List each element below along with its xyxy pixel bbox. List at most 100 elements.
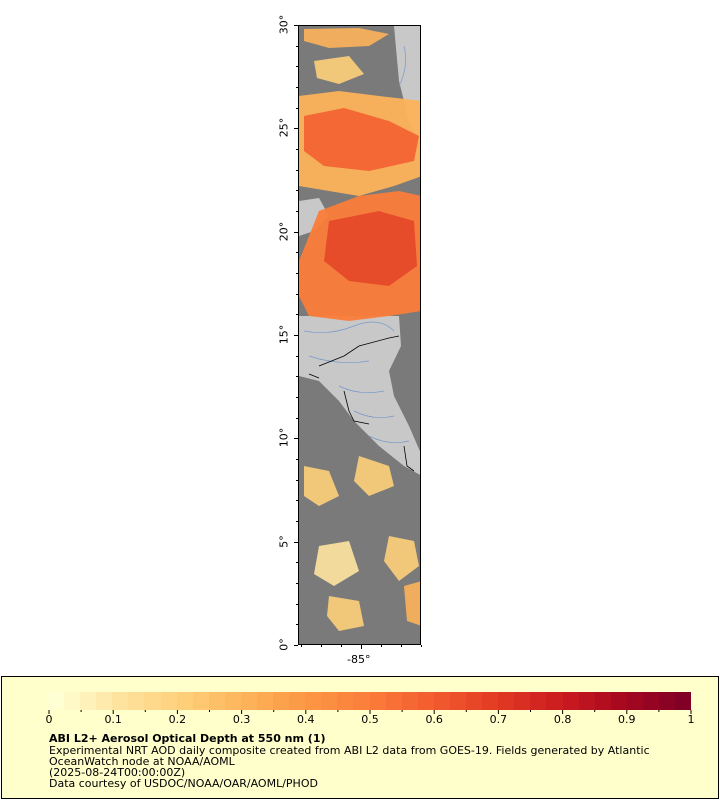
- colorbar-segment: [144, 692, 161, 710]
- lat-minor-tick: [296, 314, 298, 316]
- colorbar-tick-label: 0: [45, 713, 53, 726]
- legend-description-line-1: Experimental NRT AOD daily composite cre…: [49, 744, 650, 757]
- aod-south-patch-5: [404, 581, 420, 626]
- lat-minor-tick: [296, 603, 298, 605]
- lat-minor-tick: [296, 397, 298, 398]
- colorbar-segment: [305, 692, 322, 710]
- lon-minor-tick: [421, 645, 422, 647]
- map-panel: [298, 25, 421, 645]
- lat-minor-tick: [296, 624, 298, 626]
- colorbar-segment: [289, 692, 306, 710]
- lat-tick-label: 20°: [277, 221, 291, 241]
- colorbar-segment: [80, 692, 97, 710]
- lat-minor-tick: [296, 273, 298, 274]
- colorbar-segment: [48, 692, 65, 710]
- aod-central-core: [324, 211, 417, 286]
- colorbar-segment: [273, 692, 290, 710]
- lat-minor-tick: [296, 293, 298, 295]
- colorbar-segment: [96, 692, 113, 710]
- lon-minor-tick: [301, 645, 302, 647]
- colorbar-tick-label: 0.6: [425, 713, 443, 726]
- aod-north-core: [304, 108, 419, 171]
- lat-minor-tick: [296, 376, 298, 378]
- lat-minor-tick: [296, 149, 298, 150]
- colorbar-segment: [675, 692, 692, 710]
- lat-tick-label: 15°: [277, 324, 291, 345]
- legend-panel: 0 0.1 0.2 0.3 0.4 0.5 0.6 0.7 0.8 0.9 1 ABI L2+ Ae…: [1, 676, 719, 799]
- lat-minor-tick: [296, 583, 298, 584]
- aod-south-patch-1: [304, 466, 339, 506]
- colorbar-segment: [562, 692, 579, 710]
- lat-minor-tick: [296, 190, 298, 192]
- lat-minor-tick: [296, 169, 298, 171]
- river-3: [338, 385, 385, 393]
- colorbar-segment: [642, 692, 659, 710]
- river-4: [353, 410, 395, 418]
- colorbar-segment: [337, 692, 354, 710]
- colorbar-tick-label: 0.4: [297, 713, 315, 726]
- legend-description-line-2: OceanWatch node at NOAA/AOML: [49, 755, 235, 768]
- lat-tick-label: 0°: [277, 638, 291, 651]
- legend-credit: Data courtesy of USDOC/NOAA/OAR/AOML/PHO…: [49, 777, 318, 790]
- legend-title: ABI L2+ Aerosol Optical Depth at 550 nm …: [49, 732, 326, 745]
- colorbar: [48, 692, 692, 710]
- aod-top-patches: [314, 56, 364, 84]
- colorbar-segment: [514, 692, 531, 710]
- lat-minor-tick: [296, 335, 298, 336]
- lat-tick-label: 10°: [277, 428, 291, 448]
- colorbar-segment: [433, 692, 450, 710]
- river-layer: [303, 45, 410, 443]
- colorbar-segment: [449, 692, 467, 710]
- lat-minor-tick: [296, 231, 298, 233]
- colorbar-tick-label: 0.9: [618, 713, 636, 726]
- lat-minor-tick: [296, 459, 298, 460]
- lon-minor-tick: [361, 645, 362, 647]
- river-6: [398, 45, 406, 87]
- colorbar-segment: [401, 692, 418, 710]
- colorbar-segment: [224, 692, 241, 710]
- colorbar-segment: [240, 692, 258, 710]
- aod-south-patch-4: [384, 536, 419, 581]
- lat-minor-tick: [296, 45, 298, 47]
- land-cuba-west: [299, 198, 329, 236]
- lon-minor-tick: [341, 645, 342, 647]
- lat-minor-tick: [296, 417, 298, 419]
- lat-minor-tick: [296, 479, 298, 481]
- colorbar-segment: [128, 692, 145, 710]
- border-1: [318, 335, 400, 367]
- lon-minor-tick: [321, 645, 322, 647]
- lat-minor-tick: [296, 541, 298, 543]
- colorbar-segment: [498, 692, 515, 710]
- colorbar-tick-label: 0.3: [232, 713, 251, 726]
- lat-minor-tick: [296, 521, 298, 522]
- lat-minor-tick: [296, 645, 298, 646]
- colorbar-segment: [353, 692, 370, 710]
- colorbar-segment: [160, 692, 177, 710]
- border-2: [343, 390, 370, 425]
- lon-tick-mark: [361, 645, 362, 649]
- aod-south-patch-2: [354, 456, 394, 496]
- colorbar-segment: [482, 692, 499, 710]
- lat-minor-tick: [296, 562, 298, 564]
- aod-map: [299, 26, 420, 631]
- colorbar-segment: [530, 692, 547, 710]
- lat-minor-tick: [296, 87, 298, 88]
- lon-minor-tick: [401, 645, 402, 647]
- lat-minor-tick: [296, 252, 298, 254]
- colorbar-segment: [594, 692, 611, 710]
- aod-south-patch-6: [327, 596, 364, 631]
- colorbar-tick-label: 0.1: [104, 713, 122, 726]
- river-5: [368, 435, 410, 443]
- colorbar-segment: [578, 692, 595, 710]
- lon-minor-tick: [381, 645, 382, 647]
- lat-minor-tick: [296, 500, 298, 502]
- colorbar-segment: [176, 692, 193, 710]
- colorbar-segment: [257, 692, 274, 710]
- aod-south-patch-3: [314, 541, 359, 586]
- lat-tick-label: 25°: [277, 118, 291, 138]
- colorbar-segment: [417, 692, 434, 710]
- colorbar-tick-label: 0.5: [361, 713, 379, 726]
- river-2: [308, 355, 370, 363]
- border-3: [403, 445, 415, 472]
- colorbar-segment: [192, 692, 209, 710]
